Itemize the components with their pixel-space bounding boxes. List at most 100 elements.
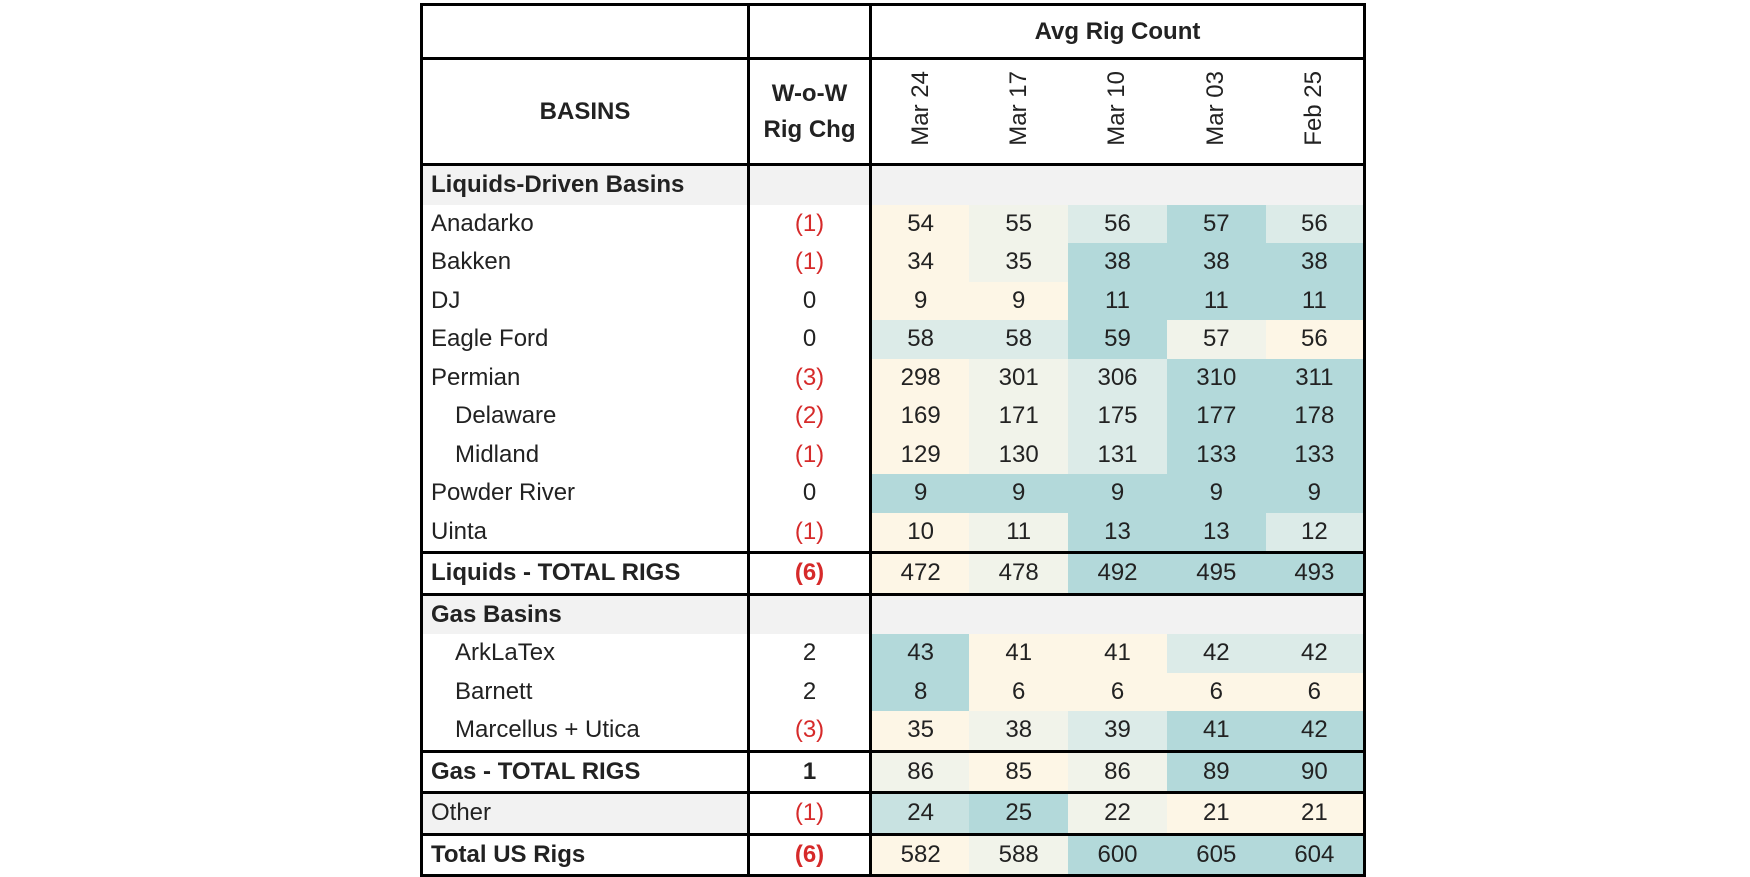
rig-count-cell: 9 [1166,474,1266,513]
rig-count-cell: 9 [869,474,970,513]
rig-count-cell: 38 [1068,243,1167,282]
header-blank-chg [747,4,871,60]
basin-name: Midland [455,440,540,468]
wow-change-value: (1) [747,512,871,553]
week-label: Feb 25 [1300,70,1328,146]
rig-count-cell: 605 [1166,834,1266,876]
rig-count-cell: 35 [869,711,970,751]
rig-count-cell: 41 [1068,634,1167,673]
wow-change-value: 1 [747,749,871,794]
rig-count-cell: 56 [1265,320,1365,359]
wow-change-value: 0 [747,474,871,513]
rig-count-cell: 133 [1166,435,1266,474]
rig-count-cell: 85 [969,749,1069,794]
rig-count-cell: 588 [969,834,1069,876]
basin-row: DJ 0 9 9 11 11 11 [422,281,1365,320]
rig-count-cell: 171 [969,397,1069,436]
wow-change-value: (6) [747,551,871,596]
rig-count-cell: 604 [1265,834,1365,876]
rig-count-cell: 43 [869,634,970,673]
wow-change-value: 0 [747,281,871,320]
wow-label: W-o-W [771,79,848,107]
rig-count-cell: 38 [1166,243,1266,282]
basins-column-header: BASINS [421,58,749,166]
basin-row: Delaware (2) 169 171 175 177 178 [422,397,1365,436]
table-body: Avg Rig Count BASINS W-o-W Rig Chg Mar 2… [421,4,1365,876]
rig-count-cell: 6 [1265,672,1365,711]
rig-count-cell: 22 [1068,792,1167,836]
header-row-title: Avg Rig Count [421,4,1365,60]
rig-count-cell: 9 [969,474,1069,513]
section-spacer [747,164,871,205]
rig-count-cell: 38 [969,711,1069,751]
basin-name: Gas - TOTAL RIGS [421,749,749,794]
rig-count-cell: 58 [969,320,1069,359]
wow-change-value: 0 [747,320,871,359]
rig-count-cell: 311 [1265,358,1365,397]
week-column-header: Mar 17 [969,58,1069,166]
basin-row: Marcellus + Utica (3) 35 38 39 41 42 [422,711,1365,751]
rig-count-cell: 42 [1265,634,1365,673]
rig-count-cell: 59 [1068,320,1167,359]
basin-name: Other [421,792,749,836]
basin-row: Midland (1) 129 130 131 133 133 [422,435,1365,474]
rig-count-cell: 175 [1068,397,1167,436]
rig-count-cell: 8 [869,672,970,711]
rig-count-cell: 21 [1265,792,1365,836]
rig-count-cell: 39 [1068,711,1167,751]
rig-count-cell: 298 [869,358,970,397]
rig-count-cell: 178 [1265,397,1365,436]
total-row: Liquids - TOTAL RIGS (6) 472 478 492 495 493 [421,551,1365,596]
rig-count-cell: 41 [969,634,1069,673]
basin-name: DJ [431,286,461,314]
rig-count-cell: 492 [1068,551,1167,596]
rig-count-cell: 21 [1166,792,1266,836]
rig-count-cell: 478 [969,551,1069,596]
basin-name: Bakken [431,248,512,276]
rig-count-cell: 493 [1265,551,1365,596]
rig-count-cell: 11 [969,512,1069,553]
basin-row: Barnett 2 8 6 6 6 6 [422,672,1365,711]
rig-count-cell: 131 [1068,435,1167,474]
rig-count-cell: 42 [1166,634,1266,673]
rig-count-cell: 86 [869,749,970,794]
basin-row: Uinta (1) 10 11 13 13 12 [422,512,1365,553]
rig-count-cell: 177 [1166,397,1266,436]
rig-count-cell: 90 [1265,749,1365,794]
basin-name: Barnett [455,677,533,705]
rig-count-cell: 89 [1166,749,1266,794]
rig-count-cell: 38 [1265,243,1365,282]
rig-count-cell: 11 [1166,281,1266,320]
rig-count-cell: 9 [1068,474,1167,513]
rig-count-cell: 34 [869,243,970,282]
wow-change-value: (2) [747,397,871,436]
header-row-columns: BASINS W-o-W Rig Chg Mar 24 Mar 17 Mar 1… [421,58,1365,166]
basin-name: Anadarko [431,209,534,237]
rig-count-cell: 495 [1166,551,1266,596]
rig-count-cell: 41 [1166,711,1266,751]
rig-count-cell: 129 [869,435,970,474]
avg-rig-count-heading: Avg Rig Count [869,4,1365,60]
wow-change-value: (6) [747,834,871,876]
rig-count-cell: 12 [1265,512,1365,553]
rig-count-cell: 6 [1166,672,1266,711]
rig-count-cell: 582 [869,834,970,876]
rig-count-cell: 9 [1265,474,1365,513]
wow-change-column-header: W-o-W Rig Chg [747,58,871,166]
rig-count-cell: 56 [1068,204,1167,243]
week-column-header: Mar 03 [1166,58,1266,166]
rig-count-cell: 130 [969,435,1069,474]
wow-change-value: 2 [747,634,871,673]
week-label: Mar 03 [1202,70,1230,146]
rig-chg-label: Rig Chg [763,115,856,143]
rig-count-cell: 57 [1166,204,1266,243]
basin-row: Anadarko (1) 54 55 56 57 56 [422,204,1365,243]
week-column-header: Mar 24 [869,58,970,166]
week-column-header: Mar 10 [1068,58,1167,166]
rig-count-cell: 57 [1166,320,1266,359]
rig-count-cell: 56 [1265,204,1365,243]
basin-name: Total US Rigs [431,840,586,868]
wow-change-value: (1) [747,204,871,243]
wow-change-value: (1) [747,435,871,474]
week-label: Mar 24 [906,70,934,146]
